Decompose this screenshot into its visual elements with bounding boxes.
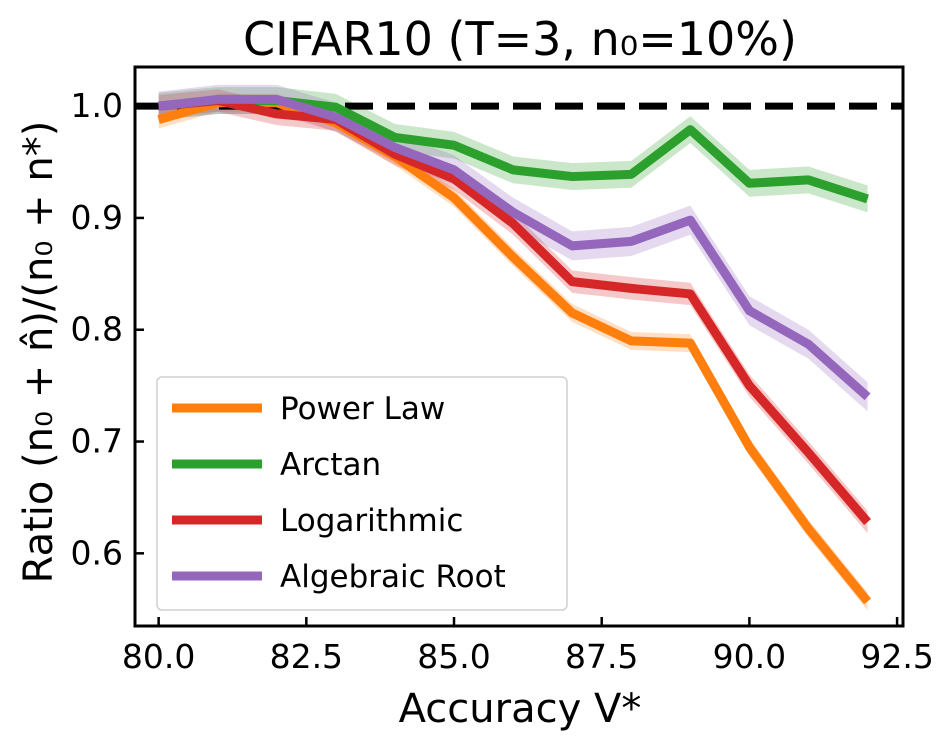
chart-title: CIFAR10 (T=3, n₀=10%) xyxy=(243,12,797,66)
x-tick-label: 87.5 xyxy=(565,637,638,676)
y-tick-label: 0.8 xyxy=(71,310,123,349)
legend-box xyxy=(156,376,568,611)
legend-label: Arctan xyxy=(280,447,381,483)
y-tick-label: 0.6 xyxy=(71,533,123,572)
y-tick-label: 0.9 xyxy=(71,198,123,237)
x-tick-label: 85.0 xyxy=(417,637,490,676)
series-lines xyxy=(157,94,872,605)
series-line-2 xyxy=(158,96,871,525)
plot-area-frame xyxy=(133,65,905,628)
y-tick-label: 1.0 xyxy=(71,86,123,125)
x-axis-label: Accuracy V* xyxy=(399,686,642,732)
x-tick-label: 90.0 xyxy=(713,637,786,676)
legend: Power Law Arctan Logarithmic Algebraic Root xyxy=(156,376,568,611)
x-tick-label: 82.5 xyxy=(270,637,343,676)
legend-label: Power Law xyxy=(280,391,445,427)
legend-label: Algebraic Root xyxy=(280,559,506,595)
x-tick-label: 80.0 xyxy=(122,637,195,676)
y-tick-label: 0.7 xyxy=(71,422,123,461)
legend-label: Logarithmic xyxy=(280,503,463,539)
x-axis-ticks: 80.0 82.5 85.0 87.5 90.0 92.5 xyxy=(122,617,934,676)
x-tick-label: 92.5 xyxy=(860,637,933,676)
y-axis-label: Ratio (n₀ + n̂)/(n₀ + n*) xyxy=(16,121,62,584)
series-line-3 xyxy=(158,94,871,401)
y-axis-ticks: 0.6 0.7 0.8 0.9 1.0 xyxy=(71,86,144,572)
